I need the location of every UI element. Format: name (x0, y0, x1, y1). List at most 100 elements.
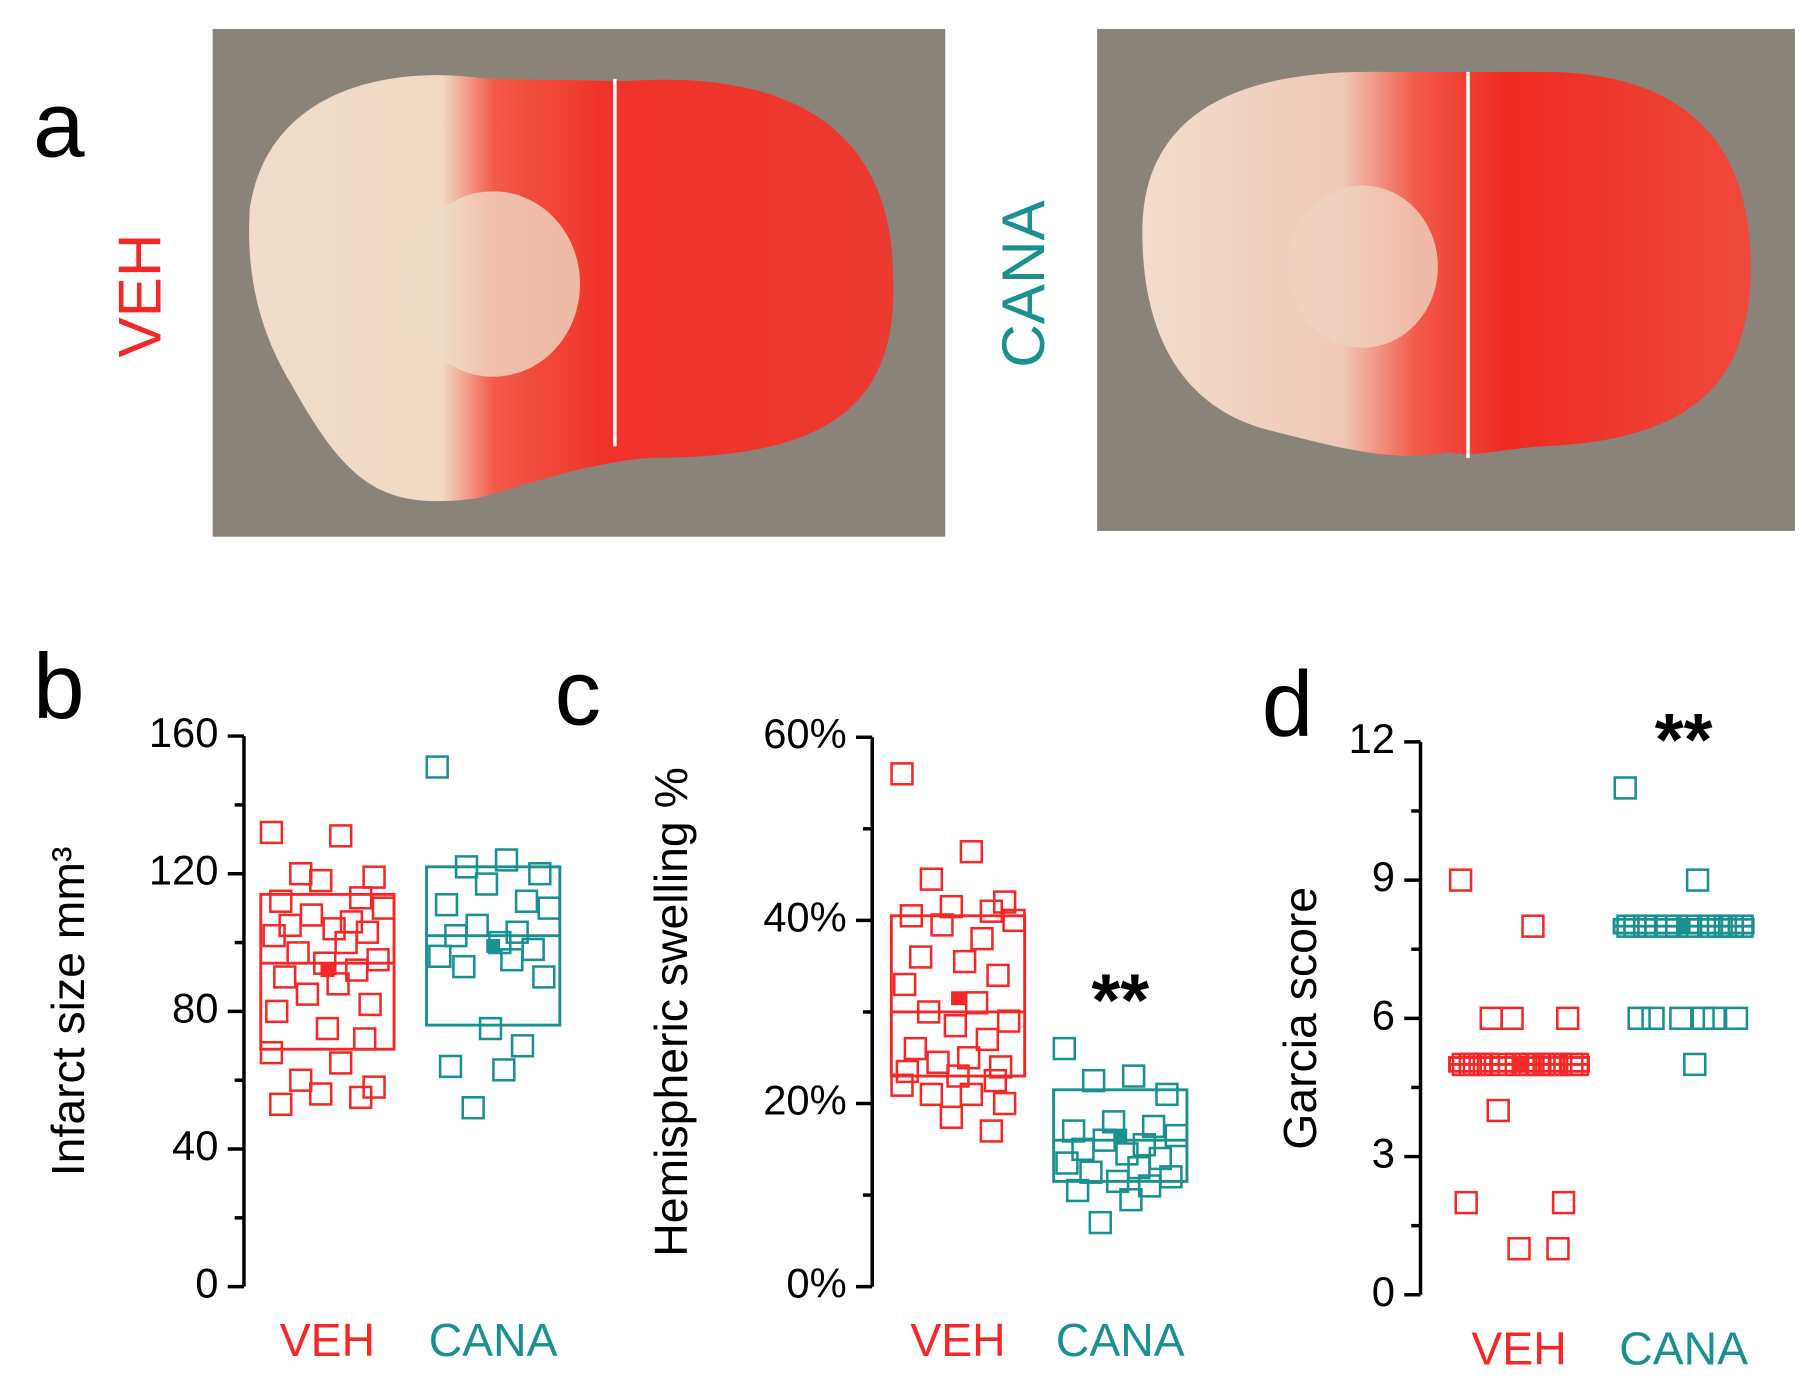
data-point (992, 1091, 1017, 1116)
data-point (329, 1051, 353, 1075)
data-point (959, 1082, 984, 1107)
data-point (438, 1054, 463, 1079)
y-tick-label: 12 (1349, 715, 1395, 762)
data-point (299, 903, 324, 927)
data-point (259, 820, 284, 845)
y-tick-label: 60% (763, 710, 846, 757)
data-point (1115, 1142, 1139, 1166)
data-point (265, 999, 289, 1024)
y-tick-label: 120 (149, 847, 219, 894)
data-point (286, 941, 310, 965)
data-point (1616, 914, 1640, 938)
y-tick-label: 3 (1372, 1130, 1395, 1177)
data-point (322, 917, 346, 941)
data-point (329, 824, 353, 848)
y-axis-label: Hemispheric swelling % (645, 767, 697, 1257)
data-point (908, 945, 933, 969)
chart: c Hemispheric swelling % 0% 20% 40% 60% VEH CAN… (555, 640, 1189, 1366)
data-point (1713, 914, 1738, 938)
chart: d Garcia score 0 3 6 9 12 VEH CANA ** (1262, 652, 1755, 1374)
y-tick-label: 40% (763, 893, 846, 940)
image-label: VEH (105, 234, 173, 358)
mean (1512, 1057, 1526, 1072)
data-point (349, 886, 373, 910)
data-point (996, 1009, 1021, 1033)
y-axis-label: Infarct size mm³ (42, 847, 94, 1177)
data-point (1546, 1237, 1570, 1261)
data-point (315, 1016, 340, 1041)
data-point (528, 862, 552, 886)
x-tick-label: VEH (1471, 1322, 1566, 1374)
data-point (1521, 914, 1545, 938)
data-point (1556, 1006, 1580, 1031)
chart: b Infarct size mm³ 0 40 80 120 160 VEH CANA (33, 635, 562, 1366)
y-tick-label: 20% (763, 1077, 846, 1124)
panel-label: c (555, 640, 601, 744)
data-point (1121, 1064, 1146, 1088)
data-point (349, 1085, 373, 1110)
data-point (903, 1036, 928, 1061)
data-point (946, 1064, 970, 1088)
data-point (500, 948, 524, 972)
y-tick-label: 40 (172, 1122, 218, 1169)
data-point (289, 862, 313, 886)
data-point (1065, 1178, 1090, 1203)
data-point (1454, 1190, 1478, 1215)
significance: ** (1655, 698, 1713, 781)
data-point (1486, 1098, 1510, 1123)
data-point (1613, 776, 1637, 800)
box (425, 865, 562, 1027)
y-tick-label: 6 (1372, 991, 1395, 1038)
data-point (366, 948, 390, 972)
data-point (444, 923, 468, 948)
data-point (943, 1013, 968, 1038)
data-point (309, 1082, 333, 1106)
data-point (1071, 1137, 1095, 1162)
data-point (1627, 1006, 1651, 1031)
y-tick-label: 0% (786, 1260, 846, 1307)
data-point (964, 991, 989, 1015)
data-point (532, 965, 556, 989)
brain-region (1287, 185, 1438, 348)
data-point (1683, 1052, 1707, 1077)
data-point (494, 848, 519, 872)
mean (486, 939, 501, 953)
data-point (983, 1068, 1008, 1093)
data-point (289, 1068, 313, 1092)
data-point (273, 965, 297, 989)
data-point (425, 755, 449, 779)
data-point (262, 923, 286, 948)
data-point (1632, 914, 1657, 938)
data-point (1702, 1006, 1726, 1031)
data-point (1696, 914, 1721, 938)
data-point (334, 930, 358, 955)
data-point (1137, 1174, 1162, 1198)
data-point (1462, 1052, 1487, 1077)
data-point (1724, 1006, 1749, 1031)
mean (1676, 919, 1691, 934)
data-point (454, 855, 479, 879)
panel-label: d (1262, 652, 1314, 756)
data-point (326, 972, 350, 996)
y-tick-label: 0 (195, 1260, 218, 1307)
data-point (988, 1055, 1013, 1079)
x-tick-label: CANA (1056, 1314, 1185, 1366)
data-point (1730, 914, 1754, 938)
data-point (259, 1040, 284, 1065)
data-point (890, 1073, 914, 1097)
data-point (919, 867, 944, 891)
data-point (939, 1105, 964, 1129)
mean (320, 963, 335, 978)
data-point (434, 892, 459, 917)
data-point (1002, 908, 1026, 933)
data-point (1537, 1052, 1562, 1077)
data-point (892, 972, 917, 997)
data-point (269, 1092, 293, 1116)
data-point (353, 1027, 377, 1051)
box (259, 892, 396, 1051)
x-tick-label: CANA (1619, 1322, 1748, 1374)
box (889, 914, 1027, 1078)
x-tick-label: VEH (280, 1314, 375, 1366)
data-point (959, 839, 984, 864)
